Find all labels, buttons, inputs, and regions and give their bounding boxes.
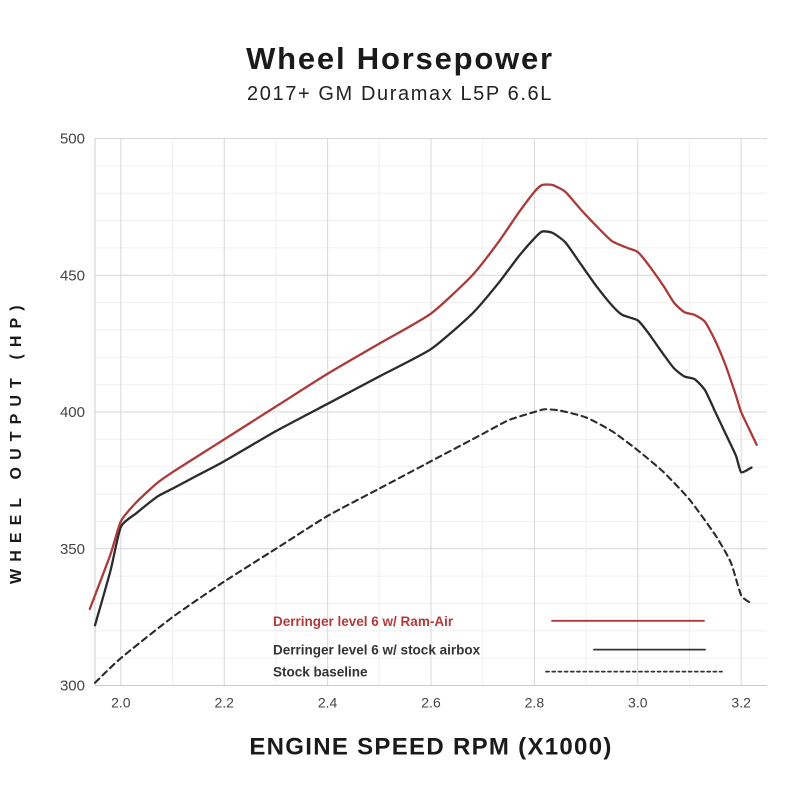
svg-text:450: 450: [60, 267, 85, 284]
svg-text:Derringer level 6 w/ Ram-Air: Derringer level 6 w/ Ram-Air: [273, 614, 454, 629]
svg-text:ENGINE SPEED RPM (X1000): ENGINE SPEED RPM (X1000): [249, 734, 612, 761]
svg-text:400: 400: [60, 404, 85, 421]
svg-text:2.6: 2.6: [421, 695, 441, 711]
svg-text:3.0: 3.0: [628, 695, 648, 711]
svg-text:500: 500: [60, 131, 85, 148]
svg-text:350: 350: [60, 541, 85, 558]
svg-text:2.8: 2.8: [525, 695, 545, 711]
svg-text:2.2: 2.2: [214, 695, 234, 711]
svg-text:2.4: 2.4: [318, 695, 338, 711]
svg-text:2.0: 2.0: [111, 695, 131, 711]
svg-text:300: 300: [60, 678, 85, 695]
svg-text:3.2: 3.2: [731, 695, 751, 711]
svg-text:Derringer level 6 w/ stock air: Derringer level 6 w/ stock airbox: [273, 643, 481, 658]
svg-text:Stock baseline: Stock baseline: [273, 665, 368, 680]
